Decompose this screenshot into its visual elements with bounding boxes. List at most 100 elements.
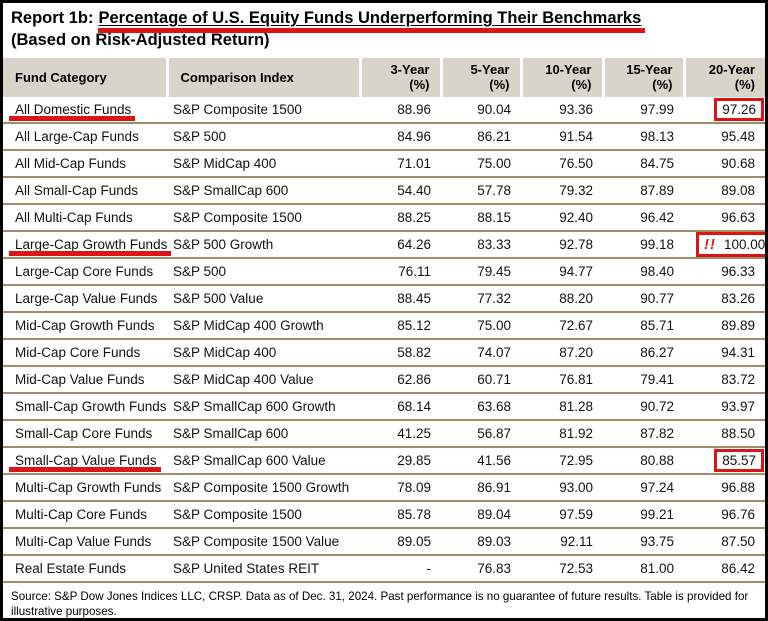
fund-category-label: Mid-Cap Growth Funds — [15, 317, 155, 333]
value-cell-5-year: 76.83 — [441, 554, 521, 583]
value-cell-3-year: 88.25 — [360, 203, 441, 232]
fund-category-cell: All Mid-Cap Funds — [3, 149, 167, 178]
table-header: Fund Category Comparison Index 3-Year (%) 5-… — [3, 57, 765, 97]
value-cell-5-year: 63.68 — [441, 392, 521, 421]
value-cell-3-year: - — [360, 554, 441, 583]
fund-category-cell: Mid-Cap Core Funds — [3, 338, 167, 367]
table-row: Large-Cap Growth Funds S&P 500 Growth 64.2… — [3, 230, 765, 259]
table-row: Small-Cap Growth Funds S&P SmallCap 600 G… — [3, 392, 765, 421]
fund-category-red-underlined: Large-Cap Growth Funds — [8, 236, 172, 256]
value-cell-10-year: 93.36 — [521, 96, 603, 124]
table-row: Mid-Cap Core Funds S&P MidCap 400 58.82 74.… — [3, 338, 765, 367]
table-row: Mid-Cap Growth Funds S&P MidCap 400 Growt… — [3, 311, 765, 340]
value-cell-5-year: 60.71 — [441, 365, 521, 394]
value-cell-20-year: 93.97 — [684, 392, 765, 421]
table-row: All Large-Cap Funds S&P 500 84.96 86.21 91.5… — [3, 122, 765, 151]
fund-category-label: Mid-Cap Core Funds — [15, 344, 141, 360]
value-cell-5-year: 75.00 — [441, 149, 521, 178]
fund-category-cell: Real Estate Funds — [3, 554, 167, 583]
red-highlight-box: 97.26 — [714, 97, 764, 121]
source-note: Source: S&P Dow Jones Indices LLC, CRSP.… — [11, 589, 749, 618]
value-cell-15-year: 97.24 — [603, 473, 684, 502]
value-cell-10-year: 72.67 — [521, 311, 603, 340]
fund-category-cell: Small-Cap Growth Funds — [3, 392, 167, 421]
value-cell-3-year: 41.25 — [360, 419, 441, 448]
value-cell-5-year: 90.04 — [441, 96, 521, 124]
table-row: Real Estate Funds S&P United States REIT -… — [3, 554, 765, 583]
fund-category-cell: Large-Cap Value Funds — [3, 284, 167, 313]
fund-category-cell: Mid-Cap Value Funds — [3, 365, 167, 394]
value-cell-20-year: 96.63 — [684, 203, 765, 232]
value-cell-20-year: 87.50 — [684, 527, 765, 556]
value-cell-5-year: 57.78 — [441, 176, 521, 205]
table-row: Multi-Cap Core Funds S&P Composite 1500 85… — [3, 500, 765, 529]
comparison-index-cell: S&P MidCap 400 Value — [167, 365, 360, 394]
funds-table: Fund Category Comparison Index 3-Year (%) 5-… — [3, 57, 765, 583]
value-cell-15-year: 99.21 — [603, 500, 684, 529]
value-cell-15-year: 90.72 — [603, 392, 684, 421]
report-subtitle: (Based on Risk-Adjusted Return) — [11, 31, 270, 50]
comparison-index-cell: S&P Composite 1500 Growth — [167, 473, 360, 502]
comparison-index-cell: S&P Composite 1500 Value — [167, 527, 360, 556]
value-cell-15-year: 79.41 — [603, 365, 684, 394]
value-cell-15-year: 87.82 — [603, 419, 684, 448]
fund-category-label: Real Estate Funds — [15, 560, 127, 576]
table-row: All Mid-Cap Funds S&P MidCap 400 71.01 75.0… — [3, 149, 765, 178]
value-cell-15-year: 98.13 — [603, 122, 684, 151]
value-cell-3-year: 88.96 — [360, 96, 441, 124]
value-cell-10-year: 92.78 — [521, 230, 603, 259]
value-cell-15-year: 84.75 — [603, 149, 684, 178]
value-cell-20-year: 97.26 — [684, 96, 765, 124]
value-cell-20-year: 96.88 — [684, 473, 765, 502]
value-cell-15-year: 80.88 — [603, 446, 684, 475]
col-header-5-year: 5-Year (%) — [441, 57, 523, 97]
value-cell-20-year: 83.26 — [684, 284, 765, 313]
value-cell-10-year: 88.20 — [521, 284, 603, 313]
fund-category-cell: Small-Cap Core Funds — [3, 419, 167, 448]
value-cell-10-year: 72.53 — [521, 554, 603, 583]
fund-category-label: All Large-Cap Funds — [15, 128, 139, 144]
col-header-10-year: 10-Year (%) — [521, 57, 605, 97]
fund-category-label: All Mid-Cap Funds — [15, 155, 127, 171]
fund-category-cell: Multi-Cap Growth Funds — [3, 473, 167, 502]
value-cell-3-year: 76.11 — [360, 257, 441, 286]
value-cell-5-year: 88.15 — [441, 203, 521, 232]
value-cell-15-year: 90.77 — [603, 284, 684, 313]
value-cell-10-year: 92.40 — [521, 203, 603, 232]
value-cell-15-year: 93.75 — [603, 527, 684, 556]
value-cell-10-year: 93.00 — [521, 473, 603, 502]
value-cell-20-year: 95.48 — [684, 122, 765, 151]
table-row: Large-Cap Core Funds S&P 500 76.11 79.45 94.… — [3, 257, 765, 286]
comparison-index-cell: S&P MidCap 400 — [167, 338, 360, 367]
comparison-index-cell: S&P Composite 1500 — [167, 203, 360, 232]
value-cell-5-year: 74.07 — [441, 338, 521, 367]
col-header-20-year: 20-Year (%) — [684, 57, 765, 97]
value-cell-10-year: 91.54 — [521, 122, 603, 151]
value-cell-10-year: 97.59 — [521, 500, 603, 529]
fund-category-label: Multi-Cap Growth Funds — [15, 479, 162, 495]
value-cell-15-year: 87.89 — [603, 176, 684, 205]
comparison-index-cell: S&P 500 Value — [167, 284, 360, 313]
comparison-index-cell: S&P SmallCap 600 — [167, 176, 360, 205]
comparison-index-cell: S&P SmallCap 600 Growth — [167, 392, 360, 421]
value-cell-10-year: 94.77 — [521, 257, 603, 286]
value-cell-15-year: 86.27 — [603, 338, 684, 367]
value-cell-10-year: 72.95 — [521, 446, 603, 475]
value-cell-15-year: 96.42 — [603, 203, 684, 232]
alert-exclamation-icon: !! — [704, 235, 716, 253]
fund-category-cell: All Domestic Funds — [3, 96, 167, 124]
value-cell-3-year: 54.40 — [360, 176, 441, 205]
comparison-index-cell: S&P 500 — [167, 257, 360, 286]
fund-category-label: Multi-Cap Value Funds — [15, 533, 152, 549]
table-row: All Multi-Cap Funds S&P Composite 1500 88.… — [3, 203, 765, 232]
header-row: Fund Category Comparison Index 3-Year (%) 5-… — [3, 57, 765, 97]
value-cell-20-year: 85.57 — [684, 446, 765, 475]
fund-category-label: All Small-Cap Funds — [15, 182, 139, 198]
fund-category-cell: Large-Cap Core Funds — [3, 257, 167, 286]
fund-category-cell: All Small-Cap Funds — [3, 176, 167, 205]
value-cell-10-year: 81.92 — [521, 419, 603, 448]
table-row: All Domestic Funds S&P Composite 1500 88.9… — [3, 96, 765, 124]
fund-category-cell: Multi-Cap Core Funds — [3, 500, 167, 529]
col-header-comparison-index: Comparison Index — [167, 57, 362, 97]
